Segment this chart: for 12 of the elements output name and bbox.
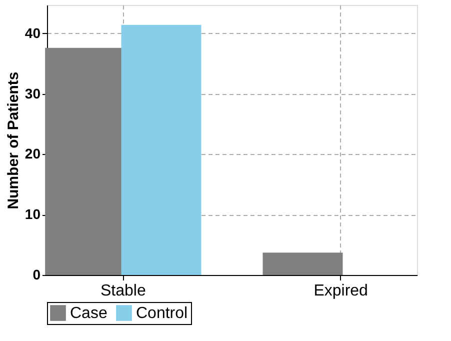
y-tick-label: 20 [24, 146, 41, 162]
legend-label: Case [70, 305, 108, 322]
bar [262, 252, 343, 275]
x-tick-label: Stable [100, 282, 146, 300]
y-tick-label: 30 [24, 85, 41, 102]
y-tick-label: 0 [32, 266, 41, 282]
x-tick-label: Expired [314, 282, 368, 300]
legend-label: Control [136, 305, 188, 322]
bar [121, 24, 202, 275]
y-tick-label: 10 [24, 206, 41, 222]
y-axis-title: Number of Patients [4, 72, 22, 210]
y-tick-label: 40 [24, 24, 41, 41]
